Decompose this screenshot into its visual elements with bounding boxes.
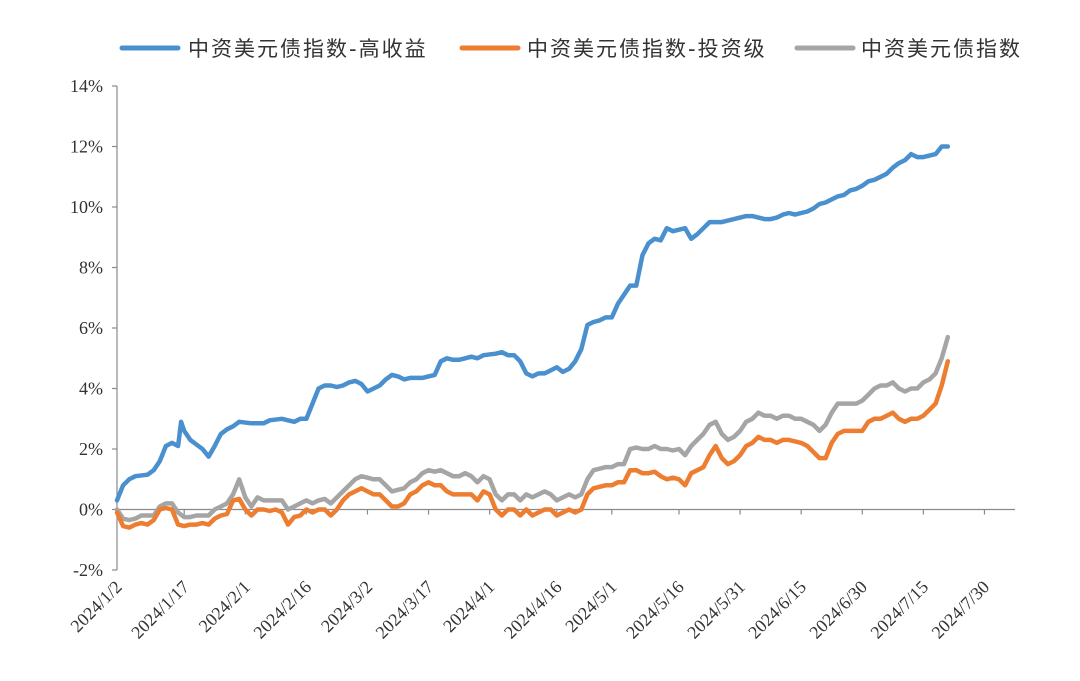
x-tick-label: 2024/1/2: [66, 577, 125, 636]
y-tick-label: 8%: [79, 258, 103, 278]
x-tick-label: 2024/2/16: [249, 577, 315, 643]
series-line-2: [114, 334, 951, 523]
x-tick-label: 2024/1/17: [127, 577, 193, 643]
y-tick-label: 6%: [79, 318, 103, 338]
series-line-1: [114, 359, 951, 530]
legend-item-2: 中资美元债指数: [794, 37, 1022, 61]
x-tick-label: 2024/6/30: [805, 577, 871, 643]
x-tick-label: 2024/5/31: [683, 577, 749, 643]
axes: -2%0%2%4%6%8%10%12%14%2024/1/2 2024/1/17 2…: [66, 76, 1015, 642]
y-tick-label: 0%: [79, 500, 103, 520]
y-tick-label: 2%: [79, 439, 103, 459]
x-tick-label: 2024/6/15: [744, 577, 810, 643]
series-line-0: [114, 144, 951, 503]
x-tick-label: 2024/4/1: [439, 577, 498, 636]
x-tick-label: 2024/3/17: [372, 577, 438, 643]
y-tick-label: 10%: [70, 197, 103, 217]
legend: 中资美元债指数-高收益 中资美元债指数-投资级 中资美元债指数: [119, 37, 1022, 61]
x-tick-label: 2024/7/30: [928, 577, 994, 643]
y-tick-label: -2%: [73, 560, 103, 580]
legend-label: 中资美元债指数: [861, 37, 1022, 61]
x-tick-label: 2024/5/1: [561, 577, 620, 636]
y-tick-label: 12%: [70, 137, 103, 157]
x-tick-label: 2024/2/1: [195, 577, 254, 636]
legend-label: 中资美元债指数-投资级: [527, 37, 767, 61]
x-tick-label: 2024/7/15: [866, 577, 932, 643]
x-tick-label: 2024/3/2: [317, 577, 376, 636]
legend-item-1: 中资美元债指数-投资级: [459, 37, 767, 61]
y-tick-label: 4%: [79, 379, 103, 399]
legend-item-0: 中资美元债指数-高收益: [119, 37, 428, 61]
y-tick-label: 14%: [70, 76, 103, 96]
series-group: [114, 144, 951, 530]
legend-label: 中资美元债指数-高收益: [188, 37, 428, 61]
x-tick-label: 2024/4/16: [500, 577, 566, 643]
x-tick-label: 2024/5/16: [622, 577, 688, 643]
